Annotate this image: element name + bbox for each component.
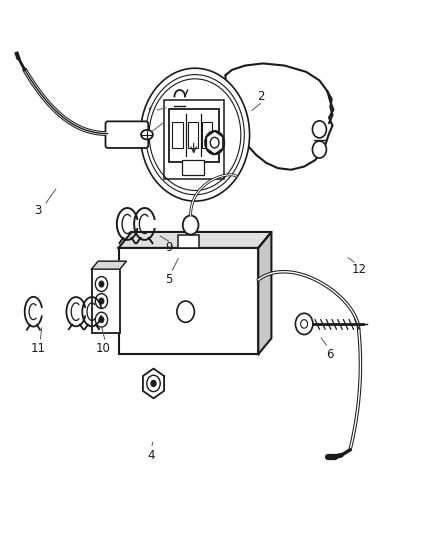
- Circle shape: [312, 121, 326, 138]
- Circle shape: [147, 375, 160, 392]
- Ellipse shape: [141, 130, 153, 140]
- Polygon shape: [226, 63, 333, 169]
- Circle shape: [149, 79, 241, 190]
- Circle shape: [295, 313, 313, 335]
- Bar: [169, 109, 219, 162]
- Circle shape: [183, 215, 198, 235]
- Circle shape: [312, 141, 326, 158]
- Bar: [172, 122, 183, 149]
- Circle shape: [300, 320, 307, 328]
- Text: 6: 6: [327, 348, 334, 361]
- Bar: [182, 160, 204, 175]
- Circle shape: [151, 381, 156, 386]
- Bar: [201, 122, 212, 149]
- Bar: [92, 269, 120, 333]
- Circle shape: [95, 277, 108, 292]
- Text: 1: 1: [143, 135, 151, 148]
- Polygon shape: [143, 368, 164, 398]
- Polygon shape: [258, 232, 272, 354]
- Text: 2: 2: [257, 90, 264, 103]
- Text: 10: 10: [96, 342, 111, 356]
- Text: 3: 3: [34, 204, 42, 217]
- Circle shape: [99, 298, 104, 304]
- Circle shape: [141, 68, 250, 201]
- Text: 12: 12: [351, 263, 366, 276]
- Circle shape: [99, 317, 104, 323]
- Circle shape: [210, 138, 219, 148]
- Bar: [163, 100, 224, 179]
- Polygon shape: [119, 232, 272, 248]
- Bar: [119, 248, 258, 354]
- Text: 11: 11: [30, 342, 45, 356]
- FancyBboxPatch shape: [106, 122, 148, 148]
- Text: 8: 8: [148, 106, 155, 119]
- Polygon shape: [92, 261, 127, 269]
- Text: 7: 7: [213, 148, 221, 161]
- Text: 4: 4: [148, 449, 155, 462]
- Circle shape: [205, 131, 224, 155]
- Text: 9: 9: [165, 241, 173, 254]
- Circle shape: [95, 312, 108, 327]
- Circle shape: [177, 301, 194, 322]
- Text: 5: 5: [165, 273, 173, 286]
- Circle shape: [146, 75, 244, 195]
- Circle shape: [95, 294, 108, 309]
- Bar: [187, 122, 198, 149]
- Bar: [177, 235, 199, 248]
- Circle shape: [99, 281, 104, 287]
